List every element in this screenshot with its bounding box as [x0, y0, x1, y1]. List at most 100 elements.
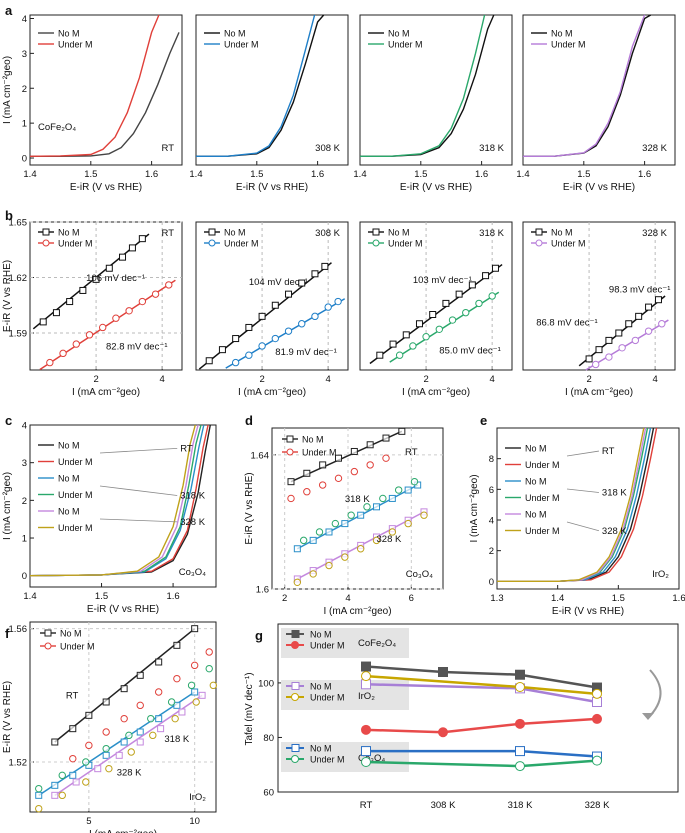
plot-frame: [29, 621, 217, 813]
tag-pointer: [566, 450, 599, 457]
data-point: [319, 461, 327, 469]
data-point: [173, 701, 181, 709]
data-point: [35, 784, 43, 793]
data-point: [98, 323, 107, 332]
x-tick-label: 1.5: [95, 591, 108, 602]
y-tick-label: 2: [22, 84, 27, 95]
data-point: [435, 325, 444, 333]
x-tick-label: 1.5: [577, 169, 590, 180]
temperature-tag: RT: [180, 443, 193, 454]
data-point: [361, 661, 371, 672]
series-line: [360, 14, 495, 157]
plot-frame: [29, 221, 183, 371]
data-point: [94, 765, 102, 773]
data-point: [154, 688, 163, 696]
fit-line: [585, 319, 669, 371]
y-tick-label: 4: [22, 421, 27, 432]
y-axis-label: E-iR (V vs RHE): [2, 260, 13, 332]
data-point: [58, 771, 66, 780]
series-line: [196, 14, 325, 157]
x-axis-label: E-iR (V vs RHE): [552, 606, 624, 617]
panel-label: f: [5, 626, 10, 641]
y-tick-label: 3: [22, 49, 27, 60]
y-tick-label: 60: [263, 788, 274, 799]
plot-frame: [195, 14, 349, 166]
data-point: [120, 738, 128, 746]
data-point: [105, 764, 113, 773]
data-point: [136, 671, 144, 679]
slope-annotation: 103 mV dec⁻¹: [413, 275, 472, 286]
legend-label: Under M: [58, 490, 93, 500]
slope-annotation: 82.8 mV dec⁻¹: [106, 342, 168, 353]
legend-marker: [42, 239, 50, 247]
data-point: [382, 434, 390, 442]
y-tick-label: 2: [489, 546, 494, 557]
legend-marker: [291, 755, 299, 763]
data-point: [605, 353, 613, 361]
data-point: [515, 669, 525, 680]
data-point: [258, 342, 266, 350]
data-point: [361, 724, 371, 735]
y-tick-label: 8: [489, 454, 494, 465]
series-line: [497, 427, 658, 582]
data-point: [376, 351, 384, 359]
legend-label: No M: [224, 29, 246, 39]
data-point: [79, 286, 87, 294]
panel-f: 5 10 1.52 1.56 I (mA cm⁻²geo) E-iR (V vs RHE)…: [2, 621, 218, 833]
data-point: [442, 299, 450, 307]
legend-marker: [44, 629, 52, 637]
temperature-tag: 318 K: [479, 143, 504, 154]
legend-label: No M: [551, 228, 573, 238]
data-point: [149, 731, 157, 740]
legend-label: No M: [525, 444, 547, 454]
legend-marker: [535, 239, 543, 247]
legend-label: Under M: [551, 239, 586, 249]
temperature-tag: RT: [162, 143, 175, 154]
data-point: [341, 520, 349, 528]
data-point: [325, 561, 333, 570]
temperature-tag: 318 K: [164, 734, 189, 745]
data-point: [205, 664, 213, 673]
panel-label: d: [245, 413, 253, 428]
y-tick-label: 1.62: [9, 273, 28, 284]
series-line: [523, 14, 646, 157]
legend-label: No M: [58, 507, 80, 517]
temperature-tag: 328 K: [642, 228, 667, 239]
data-point: [125, 731, 133, 740]
plot-frame: [29, 424, 217, 588]
x-tick-label: 1.6: [311, 169, 324, 180]
series-line: [360, 14, 486, 157]
x-axis-label: I (mA cm⁻²geo): [72, 387, 140, 398]
x-axis-label: I (mA cm⁻²geo): [238, 387, 306, 398]
x-category-label: 308 K: [431, 800, 456, 811]
y-tick-label: 4: [489, 516, 494, 527]
data-point: [644, 327, 653, 335]
data-point: [102, 698, 110, 706]
data-point: [410, 477, 419, 486]
tag-pointer: [99, 447, 178, 454]
temperature-tag: RT: [405, 447, 418, 458]
data-point: [85, 741, 93, 750]
legend-label: Under M: [310, 693, 345, 703]
y-axis-label: I (mA cm⁻²geo): [469, 474, 480, 542]
data-point: [341, 553, 349, 561]
data-point: [635, 312, 643, 320]
legend-label: Under M: [58, 239, 93, 249]
x-category-label: 318 K: [508, 800, 533, 811]
data-point: [82, 758, 90, 766]
series-line: [497, 427, 645, 582]
data-point: [631, 336, 640, 345]
data-point: [112, 314, 120, 322]
y-axis-label: Tafel (mV dec⁻¹): [244, 672, 255, 745]
y-tick-label: 4: [22, 14, 27, 25]
data-point: [167, 698, 176, 706]
data-point: [625, 320, 633, 328]
data-point: [361, 746, 371, 757]
data-point: [394, 486, 403, 494]
data-point: [136, 738, 144, 746]
x-tick-label: 1.4: [516, 169, 529, 180]
